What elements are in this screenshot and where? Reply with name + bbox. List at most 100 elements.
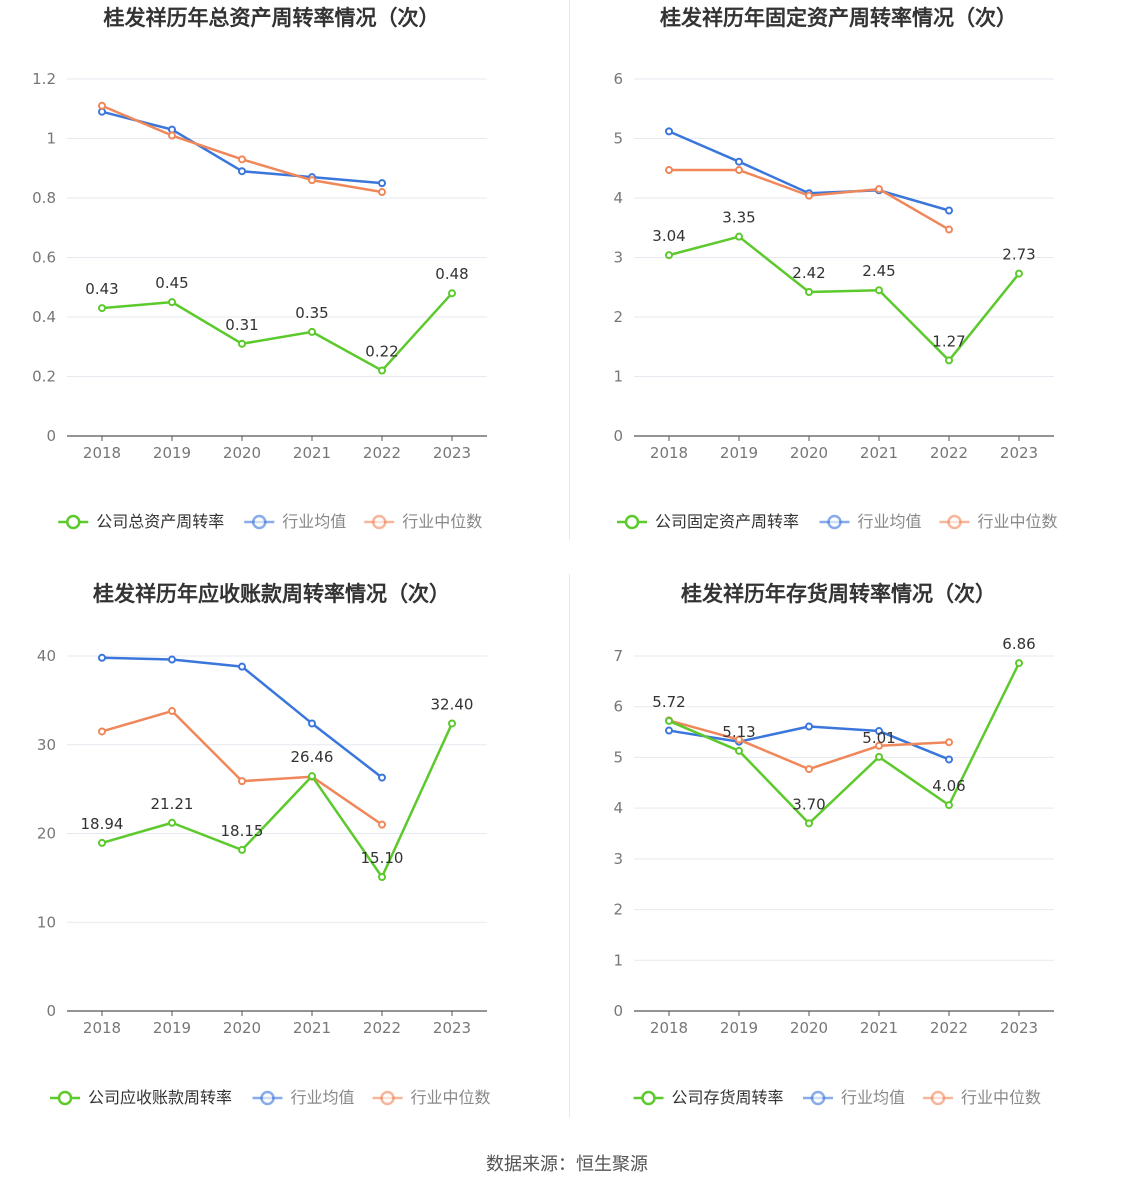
data-point-average (238, 662, 246, 671)
series-line-average (101, 656, 383, 779)
data-label: 5.01 (862, 729, 895, 747)
y-tick-label: 0.4 (32, 308, 56, 326)
x-tick-label: 2023 (1000, 1019, 1038, 1037)
x-tick-label: 2019 (153, 1019, 191, 1037)
data-point-company (308, 772, 316, 781)
data-point-company (665, 251, 673, 260)
chart-svg-2: 桂发祥历年应收账款周转率情况（次） 0 10 20 30 40 2018 2019 2020 20… (37, 582, 491, 1107)
chart-panel-receivables-turnover: 桂发祥历年应收账款周转率情况（次） 0 10 20 30 40 2018 2019 2020 20… (0, 576, 567, 1152)
y-tick-label: 7 (613, 647, 623, 665)
data-point-average (945, 755, 953, 764)
data-label: 0.22 (365, 343, 398, 361)
y-tick-label: 0 (613, 1002, 623, 1020)
data-point-average (238, 167, 246, 176)
data-point-company (238, 845, 246, 854)
data-point-average (875, 727, 883, 736)
data-label: 0.48 (435, 265, 468, 283)
data-label: 1.27 (932, 332, 965, 350)
data-label: 4.06 (932, 777, 965, 795)
data-point-company (378, 872, 386, 881)
x-tick-label: 2023 (433, 1019, 471, 1037)
chart-title: 桂发祥历年存货周转率情况（次） (680, 582, 996, 606)
x-tick-label: 2021 (860, 1019, 898, 1037)
data-point-company (945, 356, 953, 365)
y-tick-label: 3 (613, 850, 623, 868)
y-tick-label: 2 (613, 308, 623, 326)
x-tick-label: 2023 (433, 444, 471, 462)
data-point-median (98, 101, 106, 110)
y-tick-label: 1 (613, 368, 623, 386)
data-label: 32.40 (431, 695, 474, 713)
data-point-median (875, 185, 883, 194)
chart-panel-fixed-asset-turnover: 桂发祥历年固定资产周转率情况（次） 0 1 2 3 4 5 6 2018 2019 2020 2021… (567, 0, 1134, 576)
y-tick-label: 1 (613, 951, 623, 969)
x-tick-label: 2020 (223, 1019, 261, 1037)
data-label: 26.46 (291, 748, 334, 766)
data-point-average (805, 722, 813, 731)
data-point-median (238, 777, 246, 786)
data-label: 0.35 (295, 304, 328, 322)
data-point-average (378, 773, 386, 782)
legend-label-median: 行业中位数 (961, 1088, 1041, 1107)
legend-label-average: 行业均值 (858, 512, 922, 531)
chart-svg-0: 桂发祥历年总资产周转率情况（次） 0 0.2 0.4 0.6 0.8 1 1.2 2018 201… (32, 6, 487, 531)
data-label: 2.45 (862, 262, 895, 280)
x-tick-label: 2019 (720, 444, 758, 462)
data-point-company (98, 304, 106, 313)
data-label: 18.94 (81, 815, 124, 833)
x-tick-label: 2022 (930, 1019, 968, 1037)
data-label: 0.43 (85, 280, 118, 298)
data-point-company (448, 719, 456, 728)
legend-marker-median (947, 514, 962, 530)
chart-panel-inventory-turnover: 桂发祥历年存货周转率情况（次） 0 1 2 3 4 5 6 7 2018 2019 2020 2021 2… (567, 576, 1134, 1152)
data-point-company (735, 746, 743, 755)
y-tick-label: 3 (613, 249, 623, 267)
x-tick-label: 2018 (650, 1019, 688, 1037)
y-tick-label: 0.2 (32, 368, 56, 386)
data-point-median (735, 735, 743, 744)
y-tick-label: 0.8 (32, 189, 56, 207)
data-label: 5.13 (722, 723, 755, 741)
series-line-company (668, 662, 1021, 825)
data-point-company (805, 819, 813, 828)
legend: 公司存货周转率 行业均值 行业中位数 (633, 1088, 1041, 1107)
divider-top (569, 0, 570, 540)
data-point-average (665, 726, 673, 735)
data-point-company (1015, 269, 1023, 278)
y-tick-label: 2 (613, 901, 623, 919)
data-point-company (98, 838, 106, 847)
legend-label-company: 公司应收账款周转率 (88, 1088, 232, 1107)
y-tick-label: 30 (37, 736, 56, 754)
data-label: 2.73 (1002, 246, 1035, 264)
chart-title: 桂发祥历年应收账款周转率情况（次） (92, 582, 450, 606)
data-source-note: 数据来源：恒生聚源 (486, 1154, 648, 1175)
legend-marker-median (380, 1090, 395, 1106)
data-point-median (735, 166, 743, 175)
legend-label-company: 公司总资产周转率 (96, 512, 224, 531)
chart-title: 桂发祥历年总资产周转率情况（次） (103, 6, 440, 30)
data-label: 0.31 (225, 316, 258, 334)
y-tick-label: 6 (613, 698, 623, 716)
data-point-average (945, 206, 953, 215)
y-tick-label: 5 (613, 130, 623, 148)
legend-marker-company (57, 1090, 73, 1106)
data-point-average (308, 719, 316, 728)
data-point-company (665, 716, 673, 725)
data-label: 2.42 (792, 264, 825, 282)
data-label: 21.21 (151, 795, 194, 813)
data-point-company (378, 366, 386, 375)
data-point-median (945, 225, 953, 234)
legend-marker-average (260, 1090, 275, 1106)
divider-bottom (569, 574, 570, 1118)
y-tick-label: 0 (613, 427, 623, 445)
data-point-median (98, 727, 106, 736)
data-point-median (168, 131, 176, 140)
legend-label-average: 行业均值 (291, 1088, 355, 1107)
data-point-company (945, 801, 953, 810)
data-point-average (378, 179, 386, 188)
y-tick-label: 10 (37, 913, 56, 931)
y-tick-label: 4 (613, 799, 623, 817)
data-label: 3.70 (792, 795, 825, 813)
data-point-company (1015, 659, 1023, 668)
legend-marker-average (827, 514, 842, 530)
